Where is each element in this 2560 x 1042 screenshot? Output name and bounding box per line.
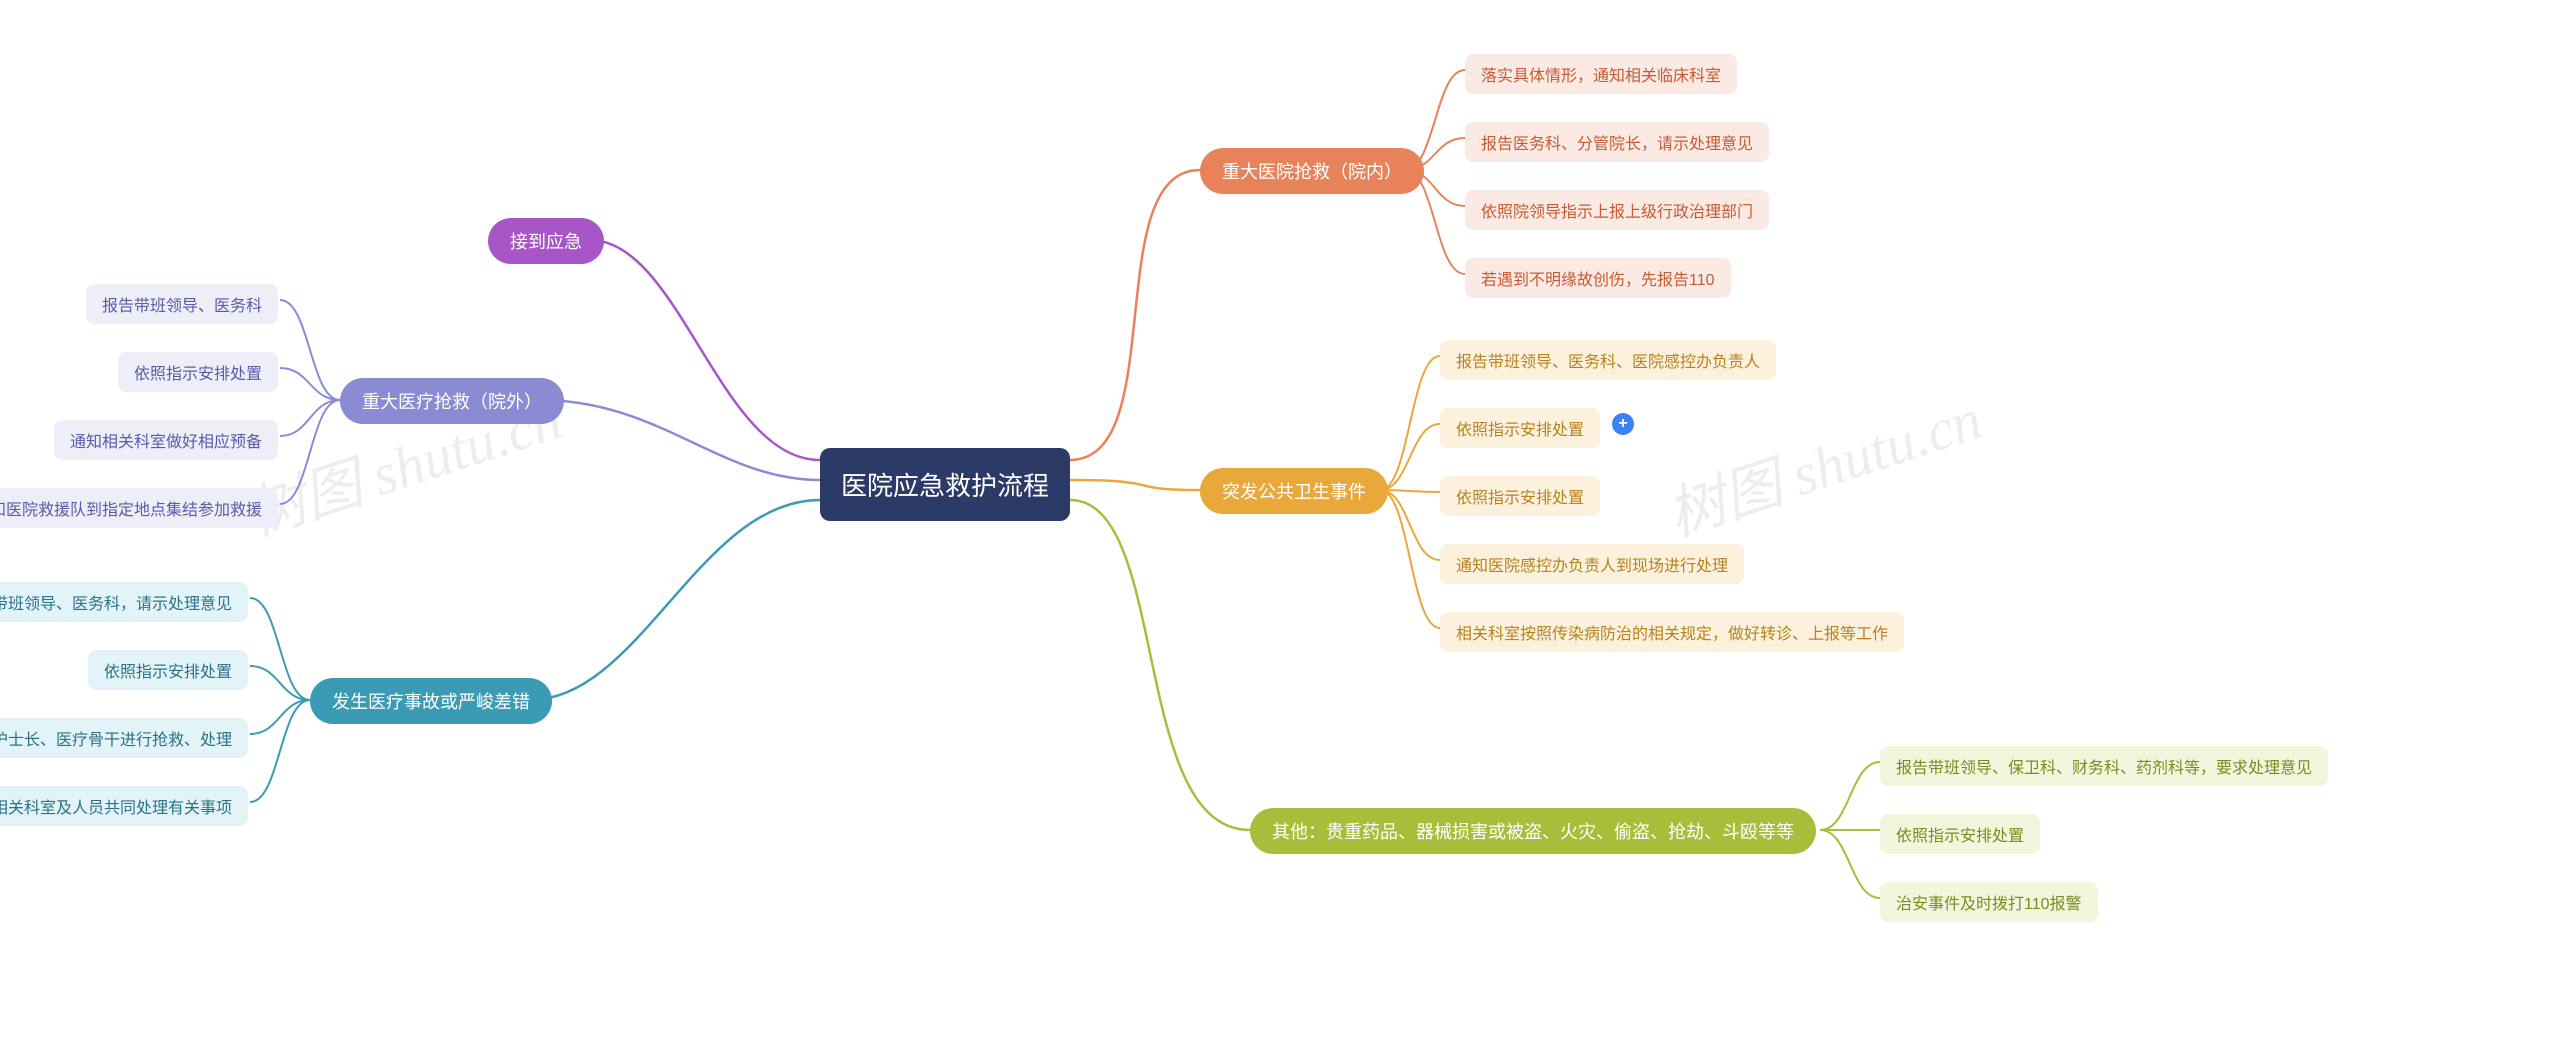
expand-icon[interactable]: +	[1612, 413, 1634, 435]
leaf-b6-2[interactable]: 治安事件及时拨打110报警	[1880, 882, 2098, 922]
leaf-b3-1[interactable]: 依照指示安排处置	[88, 650, 248, 690]
leaf-b4-0[interactable]: 落实具体情形，通知相关临床科室	[1465, 54, 1737, 94]
root-node[interactable]: 医院应急救护流程	[820, 448, 1070, 521]
leaf-b2-2[interactable]: 通知相关科室做好相应预备	[54, 420, 278, 460]
branch-b4[interactable]: 重大医院抢救（院内）	[1200, 148, 1424, 194]
branch-b2[interactable]: 重大医疗抢救（院外）	[340, 378, 564, 424]
leaf-b5-2[interactable]: 依照指示安排处置	[1440, 476, 1600, 516]
branch-b6[interactable]: 其他：贵重药品、器械损害或被盗、火灾、偷盗、抢劫、斗殴等等	[1250, 808, 1816, 854]
branch-b1[interactable]: 接到应急	[488, 218, 604, 264]
leaf-b4-1[interactable]: 报告医务科、分管院长，请示处理意见	[1465, 122, 1769, 162]
leaf-b4-3[interactable]: 若遇到不明缘故创伤，先报告110	[1465, 258, 1731, 298]
leaf-b2-0[interactable]: 报告带班领导、医务科	[86, 284, 278, 324]
branch-b3[interactable]: 发生医疗事故或严峻差错	[310, 678, 552, 724]
branch-b5[interactable]: 突发公共卫生事件	[1200, 468, 1388, 514]
leaf-b2-1[interactable]: 依照指示安排处置	[118, 352, 278, 392]
leaf-b4-2[interactable]: 依照院领导指示上报上级行政治理部门	[1465, 190, 1769, 230]
leaf-b6-0[interactable]: 报告带班领导、保卫科、财务科、药剂科等，要求处理意见	[1880, 746, 2328, 786]
leaf-b3-2[interactable]: 通知科室主任、护士长、医疗骨干进行抢救、处理	[0, 718, 248, 758]
leaf-b2-3[interactable]: 通知医院救援队到指定地点集结参加救援	[0, 488, 278, 528]
leaf-b5-3[interactable]: 通知医院感控办负责人到现场进行处理	[1440, 544, 1744, 584]
leaf-b5-4[interactable]: 相关科室按照传染病防治的相关规定，做好转诊、上报等工作	[1440, 612, 1904, 652]
leaf-b5-1[interactable]: 依照指示安排处置	[1440, 408, 1600, 448]
leaf-b3-0[interactable]: 报告带班领导、医务科，请示处理意见	[0, 582, 248, 622]
leaf-b6-1[interactable]: 依照指示安排处置	[1880, 814, 2040, 854]
leaf-b3-3[interactable]: 积极和谐相关科室及人员共同处理有关事项	[0, 786, 248, 826]
watermark: 树图 shutu.cn	[1655, 372, 1990, 552]
leaf-b5-0[interactable]: 报告带班领导、医务科、医院感控办负责人	[1440, 340, 1776, 380]
